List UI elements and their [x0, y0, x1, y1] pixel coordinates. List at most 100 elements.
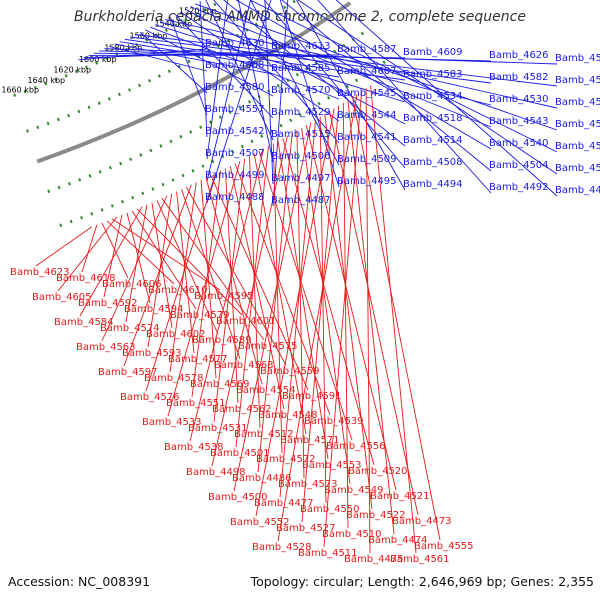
gene-label-reverse: Bamb_4559: [260, 366, 320, 377]
gene-label-reverse: Bamb_4475: [344, 554, 404, 565]
gene-label-reverse: Bamb_4539: [304, 416, 364, 427]
gene-label-reverse: Bamb_4618: [56, 273, 116, 284]
gene-label-forward: Bamb_4583: [403, 69, 463, 80]
gene-label-forward: Bamb_4504: [489, 160, 549, 171]
callout-line: [185, 8, 406, 125]
gene-label-forward: Bamb_4499: [205, 170, 265, 181]
gene-label-reverse: Bamb_4521: [370, 491, 430, 502]
gene-label-reverse: Bamb_4574: [100, 323, 160, 334]
callout-line: [329, 111, 419, 516]
gene-label-reverse: Bamb_4572: [256, 454, 316, 465]
callout-line: [145, 173, 217, 392]
gene-label-forward: Bamb_4626: [489, 50, 549, 61]
gene-label-reverse: Bamb_4500: [208, 492, 268, 503]
gene-label-forward: Bamb_4630: [205, 38, 265, 49]
gene-label-reverse: Bamb_4538: [164, 442, 224, 453]
gene-label-reverse: Bamb_4597: [98, 367, 158, 378]
callout-line: [296, 0, 406, 191]
gene-label-forward: Bamb_4613: [271, 41, 331, 52]
scale-tick-label: 1580 kbp: [104, 44, 142, 53]
gene-label-forward: Bamb_4582: [489, 72, 549, 83]
callout-line: [151, 202, 173, 329]
gene-label-reverse: Bamb_4576: [120, 392, 180, 403]
gene-label-reverse: Bamb_4569: [190, 379, 250, 390]
gene-label-reverse: Bamb_4593: [122, 348, 182, 359]
callout-line: [79, 206, 143, 317]
callout-line: [174, 14, 274, 119]
callout-line: [235, 146, 269, 448]
gene-label-forward: Bamb_4534: [403, 91, 463, 102]
scale-tick-label: 1660 kbp: [1, 86, 39, 95]
callout-line: [279, 0, 340, 188]
gene-label-reverse: Bamb_4548: [258, 410, 318, 421]
callout-line: [191, 170, 222, 398]
gene-label-reverse: Bamb_4474: [368, 535, 428, 546]
gene-label-reverse: Bamb_4577: [168, 354, 228, 365]
gene-label-forward: Bamb_4580: [205, 82, 265, 93]
gene-label-reverse: Bamb_4595: [194, 291, 254, 302]
callout-line: [249, 0, 558, 153]
dotted-ring: [47, 28, 370, 194]
gene-label-forward: Bamb_4494: [403, 179, 463, 190]
callout-line: [277, 94, 358, 542]
callout-line: [167, 161, 241, 417]
callout-line: [109, 45, 208, 72]
scale-tick-label: 1500 kbp: [203, 0, 241, 2]
gene-label-reverse: Bamb_4533: [142, 417, 202, 428]
callout-line: [139, 31, 208, 94]
gene-label-forward: Bamb_4540: [489, 138, 549, 149]
dotted-ring: [13, 0, 226, 97]
callout-line: [186, 186, 287, 366]
gene-label-reverse: Bamb_4610: [148, 285, 208, 296]
callout-line: [35, 226, 93, 267]
gene-label-reverse: Bamb_4592: [78, 298, 138, 309]
gene-label-reverse: Bamb_4623: [10, 267, 70, 278]
gene-label-forward: Bamb_4502: [555, 163, 600, 174]
callout-line: [101, 195, 168, 342]
callout-line: [206, 0, 228, 160]
callout-line: [296, 130, 305, 479]
gene-label-reverse: Bamb_4556: [326, 441, 386, 452]
gene-label-reverse: Bamb_4531: [188, 423, 248, 434]
gene-label-reverse: Bamb_4527: [276, 523, 336, 534]
callout-line: [136, 208, 243, 316]
callout-line: [317, 0, 492, 194]
callout-line: [237, 0, 274, 163]
callout-line: [206, 0, 252, 182]
callout-line: [205, 0, 274, 141]
gene-label-forward: Bamb_4607: [337, 66, 397, 77]
gene-label-reverse: Bamb_4477: [254, 498, 314, 509]
callout-line: [257, 133, 293, 473]
gene-label-reverse: Bamb_4554: [236, 385, 296, 396]
gene-label-forward: Bamb_4508: [403, 157, 463, 168]
callout-line: [195, 3, 558, 131]
gene-label-forward: Bamb_4586: [555, 53, 600, 64]
gene-label-reverse: Bamb_4512: [234, 429, 294, 440]
gene-label-forward: Bamb_4514: [403, 135, 463, 146]
gene-label-reverse: Bamb_4498: [186, 467, 246, 478]
callout-line: [81, 224, 98, 273]
callout-line: [342, 102, 349, 529]
gene-label-reverse: Bamb_4501: [210, 448, 270, 459]
callout-line: [255, 108, 335, 517]
gene-label-forward: Bamb_4558: [555, 97, 600, 108]
gene-label-forward: Bamb_4490: [555, 185, 600, 196]
callout-line: [370, 85, 417, 554]
callout-line: [297, 0, 558, 175]
gene-label-reverse: Bamb_4563: [76, 342, 136, 353]
gene-label-forward: Bamb_4513: [555, 141, 600, 152]
gene-label-forward: Bamb_4609: [403, 47, 463, 58]
gene-label-reverse: Bamb_4511: [298, 548, 358, 559]
gene-label-reverse: Bamb_4561: [390, 554, 450, 565]
gene-callout-lines: [35, 0, 558, 554]
gene-label-forward: Bamb_4487: [271, 195, 331, 206]
gene-label-reverse: Bamb_4571: [280, 435, 340, 446]
gene-label-forward: Bamb_4542: [205, 126, 265, 137]
gene-label-reverse: Bamb_4562: [212, 404, 272, 415]
gene-label-forward: Bamb_4543: [489, 116, 549, 127]
gene-label-reverse: Bamb_4573: [278, 479, 338, 490]
gene-label-forward: Bamb_4529: [271, 107, 331, 118]
gene-label-reverse: Bamb_4579: [170, 310, 230, 321]
callout-line: [335, 0, 558, 197]
